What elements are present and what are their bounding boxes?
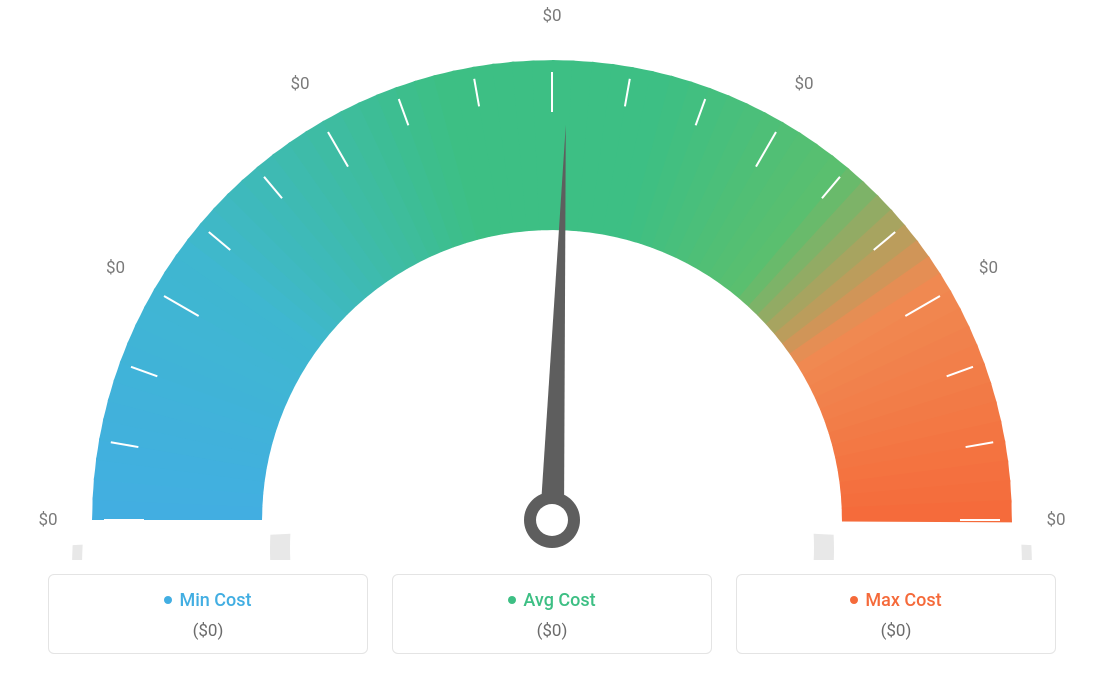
legend-min-box: Min Cost ($0) <box>48 574 368 654</box>
legend-avg-box: Avg Cost ($0) <box>392 574 712 654</box>
gauge-tick-label: $0 <box>290 74 309 94</box>
legend-max-value: ($0) <box>747 621 1045 641</box>
legend-min-label: Min Cost <box>179 590 251 611</box>
gauge-svg <box>0 0 1104 560</box>
gauge-tick-label: $0 <box>106 258 125 278</box>
legend-max-box: Max Cost ($0) <box>736 574 1056 654</box>
legend-avg-dot <box>508 596 516 604</box>
gauge-tick-label: $0 <box>38 510 57 530</box>
legend-max-label: Max Cost <box>865 590 941 611</box>
legend-max-title: Max Cost <box>850 590 941 611</box>
legend-max-dot <box>850 596 858 604</box>
legend-avg-value: ($0) <box>403 621 701 641</box>
legend-min-title: Min Cost <box>164 590 251 611</box>
gauge-tick-label: $0 <box>794 74 813 94</box>
legend-min-value: ($0) <box>59 621 357 641</box>
gauge-tick-label: $0 <box>1046 510 1065 530</box>
legend-min-dot <box>164 596 172 604</box>
legend-avg-label: Avg Cost <box>523 590 595 611</box>
legend-avg-title: Avg Cost <box>508 590 595 611</box>
gauge-tick-label: $0 <box>542 6 561 26</box>
legend-row: Min Cost ($0) Avg Cost ($0) Max Cost ($0… <box>48 574 1056 654</box>
gauge-tick-label: $0 <box>979 258 998 278</box>
gauge-chart: $0 $0 $0 $0 $0 $0 $0 <box>0 0 1104 560</box>
